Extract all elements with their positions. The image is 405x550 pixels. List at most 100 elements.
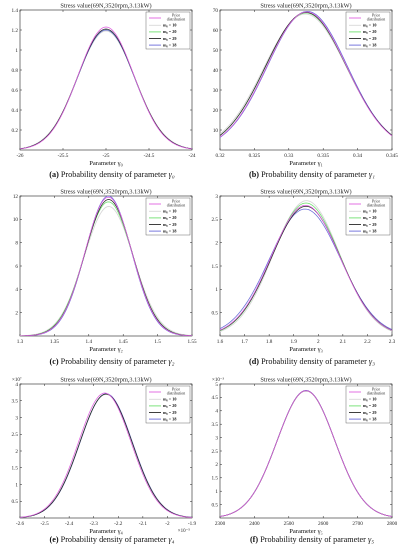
x-tick-label: -2.6 [16,521,25,527]
caption-tag: (d) [249,357,259,366]
y-tick-label: 1 [15,48,18,54]
y-tick-label: 2.5 [212,449,219,455]
legend-label-m20: m₀ = 20 [163,215,176,220]
y-tick-label: 12 [13,194,19,200]
x-tick-label: -2 [165,521,170,527]
series-line-prior [20,196,192,336]
x-axis-exponent: ×10⁻⁵ [178,528,190,534]
x-axis-label: Parameter γ₃ [289,346,323,353]
x-tick-label: -25 [103,153,110,159]
y-tick-label: 1 [215,287,218,293]
x-tick-label: -2.2 [114,521,123,527]
y-axis-exponent: ×10⁻³ [212,377,224,383]
legend-label-prior-line2: distribution [367,17,385,22]
x-tick-label: 2 [317,339,320,345]
x-axis-label: Parameter γ₀ [89,160,123,167]
chart-panel-e: Stress value(69N,3520rpm,3.13kW) -2.6 -2.5… [12,377,197,545]
x-tick-label: -2.1 [139,521,148,527]
chart-panel-c: Stress value(69N,3520rpm,3.13kW) 1.3 1.35 1… [13,189,197,367]
caption-symbol: γ₅ [368,535,374,544]
y-tick-label: 1.5 [12,466,19,472]
caption-symbol: γ₄ [168,535,174,544]
series-line-m29 [20,393,192,518]
legend-label-m10: m₀ = 10 [163,23,176,28]
y-tick-label: 70 [213,8,219,14]
legend-label-m29: m₀ = 29 [163,410,176,415]
legend-label-prior-line1: Prior [372,387,381,392]
legend-label-m20: m₀ = 20 [363,403,376,408]
x-tick-label: 2700 [352,521,363,527]
y-tick-label: 2 [15,310,18,316]
legend-label-m10: m₀ = 10 [163,209,176,214]
caption-text: Probability density of parameter [59,170,169,179]
caption-tag: (a) [49,170,59,179]
legend-label-prior-line2: distribution [167,203,185,208]
subfigure-caption: (c) Probability density of parameter γ₂ [50,357,175,366]
subfigure-caption: (a) Probability density of parameter γ₀ [49,170,175,179]
x-axis-label: Parameter γ₄ [89,528,123,535]
y-tick-label: 8 [15,240,18,246]
caption-tag: (e) [50,535,59,544]
legend-label-m38: m₀ = 38 [163,416,176,421]
legend-label-prior-line2: distribution [167,17,185,22]
legend-label-m29: m₀ = 29 [363,222,376,227]
x-tick-label: 1.3 [17,339,24,345]
subfigure-caption: (f) Probability density of parameter γ₅ [250,535,374,544]
subfigure-caption: (d) Probability density of parameter γ₃ [249,357,375,366]
x-tick-label: 2600 [318,521,329,527]
caption-tag: (b) [249,170,259,179]
legend-label-prior-line2: distribution [367,203,385,208]
legend-label-prior-line1: Prior [172,13,181,18]
chart-panel-f: Stress value(69N,3520rpm,3.13kW) 2300 2400… [212,377,398,545]
caption-symbol: γ₂ [168,357,174,366]
legend-label-prior-line2: distribution [367,391,385,396]
y-tick-label: 2 [215,240,218,246]
x-tick-label: 0.325 [249,153,261,159]
x-tick-label: 1.55 [187,339,196,345]
legend-label-prior-line1: Prior [372,13,381,18]
y-tick-label: 0.5 [12,499,19,505]
chart-title: Stress value(69N,3520rpm,3.13kW) [260,189,351,196]
x-tick-label: 1.5 [154,339,161,345]
series-line-prior [20,392,192,518]
x-tick-label: 0.33 [284,153,293,159]
y-tick-label: 1 [215,489,218,495]
x-tick-label: -2.4 [65,521,74,527]
x-tick-label: 1.8 [266,339,273,345]
x-tick-label: 1.4 [86,339,93,345]
caption-text: Probability density of parameter [258,535,368,544]
y-tick-label: 40 [213,68,219,74]
x-tick-label: 0.345 [386,153,398,159]
x-tick-label: 2800 [387,521,398,527]
y-tick-label: 2 [15,449,18,455]
x-axis-label: Parameter γ₁ [289,160,323,167]
chart-title: Stress value(69N,3520rpm,3.13kW) [260,377,351,384]
y-tick-label: 10 [213,128,219,134]
legend-label-prior-line1: Prior [172,387,181,392]
legend-label-m38: m₀ = 38 [363,228,376,233]
x-tick-label: 2.1 [340,339,347,345]
x-axis-label: Parameter γ₂ [89,346,123,353]
y-tick-label: 0.6 [12,88,19,94]
x-tick-label: 2500 [284,521,295,527]
y-tick-label: 4 [15,287,18,293]
y-tick-label: 0.2 [12,128,19,134]
y-tick-label: 0.5 [212,502,219,508]
caption-text: Probability density of parameter [59,357,169,366]
legend-label-m20: m₀ = 20 [363,29,376,34]
series-line-prior [220,390,392,517]
legend-label-m38: m₀ = 38 [163,42,176,47]
series-line-m38 [220,208,392,330]
legend-label-m10: m₀ = 10 [363,397,376,402]
legend-label-m29: m₀ = 29 [163,222,176,227]
x-tick-label: 2300 [215,521,226,527]
y-tick-label: 3 [15,415,18,421]
legend-label-m38: m₀ = 38 [363,42,376,47]
